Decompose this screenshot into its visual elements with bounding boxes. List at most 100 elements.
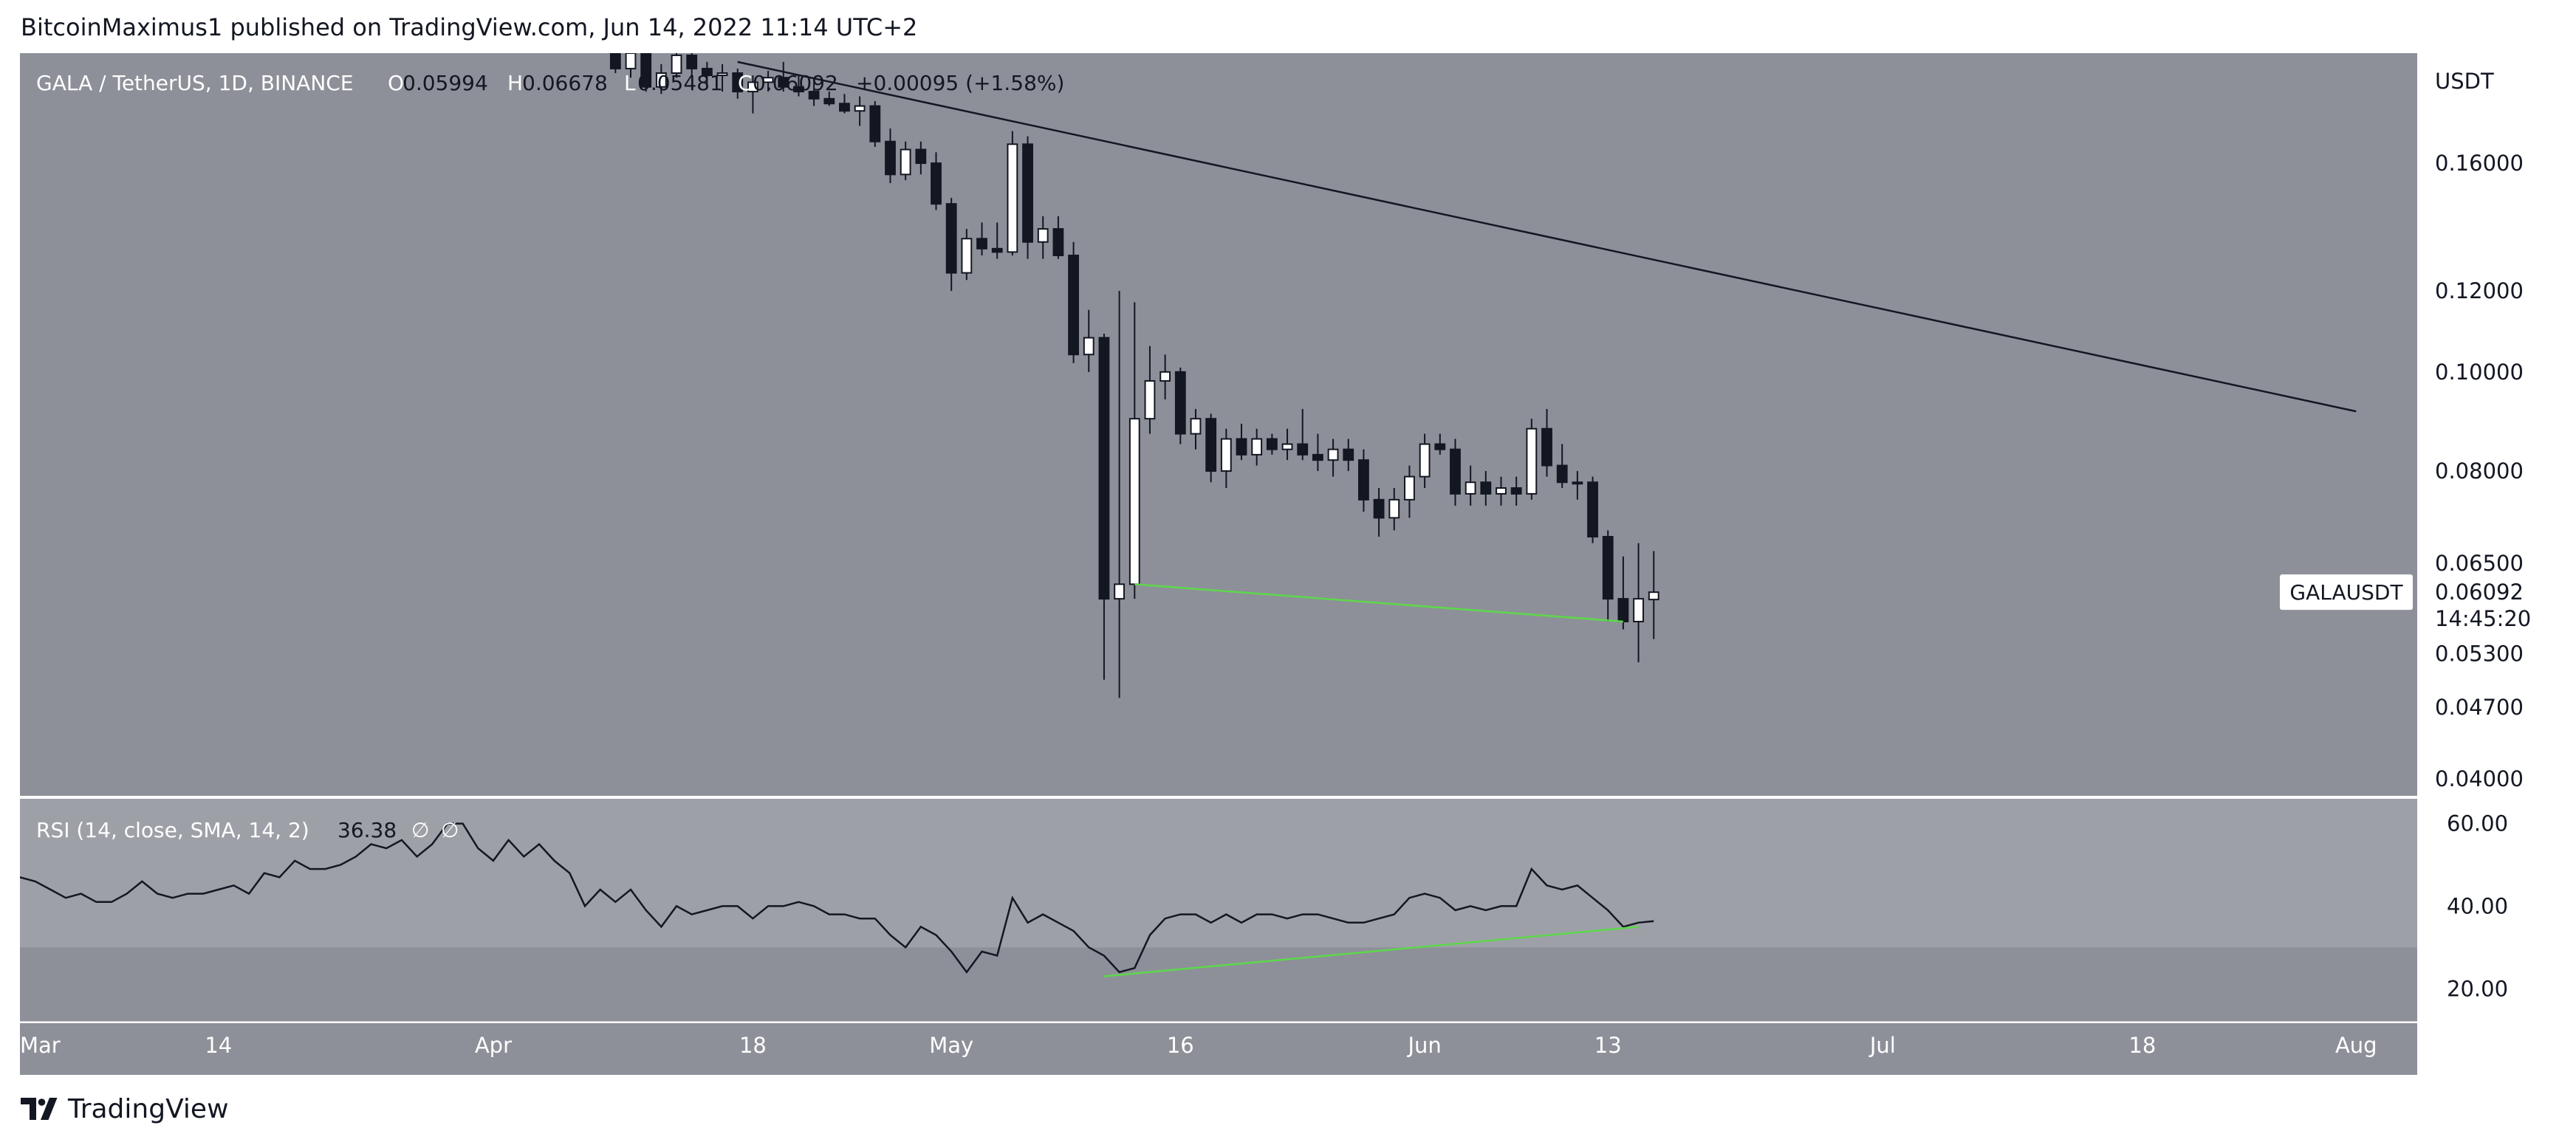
price-axis-unit: USDT [2435,69,2494,94]
candle-body [747,81,758,93]
tradingview-logo-icon [21,1098,58,1120]
rsi-indicator-title: RSI (14, close, SMA, 14, 2) [36,818,309,842]
price-tick-label: 0.04700 [2435,695,2524,720]
rsi-divergence-line [1103,926,1639,977]
candle-body [1098,337,1110,600]
candle-body [1541,427,1552,467]
price-tag-countdown: 14:45:20 [2435,606,2531,631]
candle-body [976,238,987,250]
candle-body [915,148,927,165]
candle-body [609,53,621,69]
rsi-axis-ticks: 60.00 40.00 20.00 [2447,811,2508,1002]
candle-body [869,105,881,142]
candle-body [1052,228,1064,256]
candle-body [640,53,652,88]
candle-body [823,97,835,105]
legend-o-label: O [388,71,404,95]
candles-layer [609,53,1659,698]
candle-body [1480,481,1492,495]
price-tag-box [2420,574,2555,636]
price-axis-ticks: 0.16000 0.12000 0.10000 0.08000 0.06500 0.053… [2435,151,2524,791]
candle-body [1450,448,1461,495]
candle-body [1526,427,1538,495]
candle-body [1510,487,1522,495]
candle-body [1327,448,1339,461]
candle-body [1388,498,1400,519]
candle-body [1114,583,1126,600]
candle-body [1465,481,1476,495]
candle-body [991,247,1003,253]
time-tick-label: Jun [1406,1033,1441,1058]
legend-high: 0.06678 [522,71,608,95]
price-pane-bg [20,53,2417,796]
candle-body [1602,536,1614,600]
candle-body [1633,598,1644,622]
rsi-tick-label: 60.00 [2447,811,2508,836]
price-tag-value: 0.06092 [2435,580,2524,605]
legend-open: 0.05994 [402,71,488,95]
price-tick-label: 0.05300 [2435,642,2524,667]
candle-body [671,54,682,75]
candle-body [1128,418,1140,585]
symbol-title: GALA / TetherUS, 1D, BINANCE [36,71,354,95]
candle-body [1572,481,1583,485]
candle-body [931,162,942,205]
price-tick-label: 0.16000 [2435,151,2524,176]
published-by-header: BitcoinMaximus1 published on TradingView… [21,13,918,41]
candle-body [854,105,866,112]
price-tick-label: 0.08000 [2435,458,2524,484]
rsi-current-value: 36.38 [338,818,397,842]
candle-body [1144,379,1156,420]
candle-body [716,72,728,77]
symbol-tag-box [2280,574,2413,611]
candle-body [701,67,713,77]
time-axis-bg[interactable] [20,1023,2417,1075]
candle-body [1343,448,1354,461]
rsi-line [20,822,1654,974]
footer-brand[interactable]: TradingView [21,1093,229,1124]
candle-body [1220,438,1232,472]
candle-body [1251,438,1263,455]
time-tick-label: May [929,1033,973,1058]
candle-body [655,72,667,88]
candle-body [1266,438,1278,450]
time-axis-ticks: Mar 14 Apr 18 May 16 Jun 13 Jul 18 Aug [20,1033,2377,1058]
candle-body [1083,337,1095,356]
symbol-tag-label: GALAUSDT [2289,580,2403,605]
time-tick-label: 18 [2128,1033,2156,1058]
candle-body [945,203,957,274]
legend-l-label: L [624,71,636,95]
candle-body [1007,143,1018,253]
time-tick-label: Mar [20,1033,61,1058]
rsi-extra-value-1: ∅ [411,818,429,842]
chart-svg[interactable]: 0.16000 0.12000 0.10000 0.08000 0.06500 0.053… [20,53,2556,1075]
candle-body [1236,438,1247,455]
footer-brand-label: TradingView [68,1093,229,1124]
candle-body [1297,443,1309,455]
price-tick-label: 0.12000 [2435,278,2524,303]
candle-body [1174,371,1186,435]
price-axis-bg[interactable] [2420,53,2556,1023]
candle-body [885,140,896,176]
candle-body [625,53,637,69]
candle-body [1373,498,1385,519]
rsi-legend: RSI (14, close, SMA, 14, 2) 36.38 ∅ ∅ [36,818,459,842]
candle-body [1190,418,1202,435]
price-tick-label: 0.10000 [2435,360,2524,385]
candle-body [762,77,774,83]
price-tick-label: 0.04000 [2435,766,2524,791]
candle-body [1281,443,1293,450]
candle-body [686,54,698,69]
price-tick-label: 0.06500 [2435,551,2524,576]
time-tick-label: 14 [205,1033,232,1058]
candle-body [732,72,744,93]
candle-body [808,91,820,100]
candle-body [1648,591,1659,601]
candle-body [1419,443,1431,478]
candle-body [1358,459,1369,501]
candle-body [1205,418,1217,472]
chart-frame[interactable]: 0.16000 0.12000 0.10000 0.08000 0.06500 0.053… [20,53,2556,1075]
rsi-extra-value-2: ∅ [441,818,459,842]
candle-body [1037,228,1049,243]
candle-body [1496,487,1507,495]
